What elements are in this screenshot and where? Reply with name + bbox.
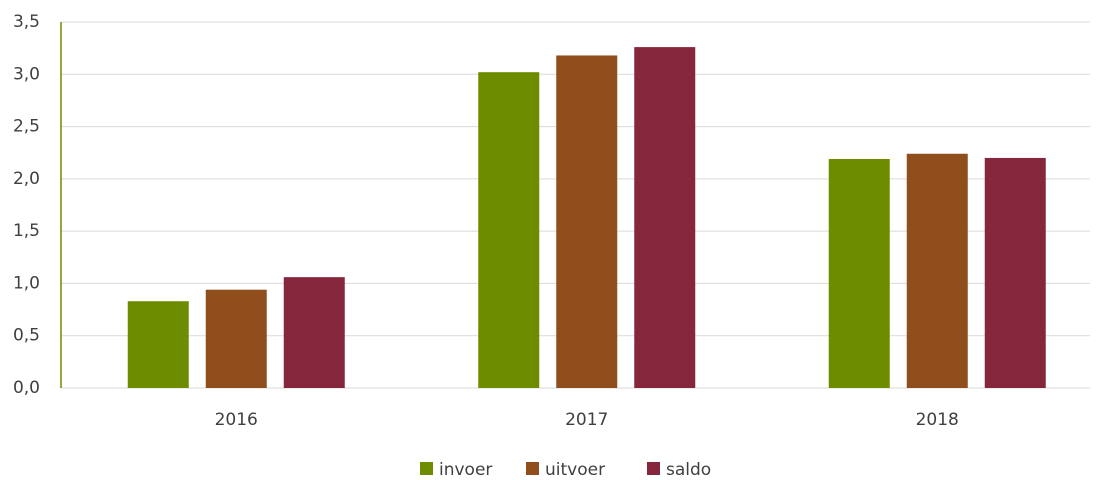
- legend-swatch: [647, 462, 660, 475]
- bar: [283, 277, 345, 388]
- y-tick-label: 1,5: [13, 221, 40, 241]
- bar: [127, 301, 189, 388]
- x-tick-label: 2018: [916, 410, 959, 430]
- bar: [984, 157, 1046, 388]
- bar: [828, 158, 890, 388]
- bar: [556, 55, 618, 388]
- y-tick-label: 0,5: [13, 326, 40, 346]
- bar: [634, 47, 696, 389]
- y-tick-label: 1,0: [13, 273, 40, 293]
- y-tick-label: 3,0: [13, 64, 40, 84]
- y-tick-label: 0,0: [13, 378, 40, 398]
- bar: [205, 289, 267, 388]
- legend-swatch: [420, 462, 433, 475]
- bar: [906, 153, 968, 388]
- legend-label: saldo: [666, 460, 711, 480]
- y-tick-label: 3,5: [13, 12, 40, 32]
- legend-swatch: [526, 462, 539, 475]
- legend-label: invoer: [439, 460, 492, 480]
- y-tick-label: 2,5: [13, 117, 40, 137]
- x-tick-label: 2016: [215, 410, 258, 430]
- legend-label: uitvoer: [545, 460, 605, 480]
- bar: [478, 72, 540, 389]
- x-tick-label: 2017: [565, 410, 608, 430]
- y-tick-label: 2,0: [13, 169, 40, 189]
